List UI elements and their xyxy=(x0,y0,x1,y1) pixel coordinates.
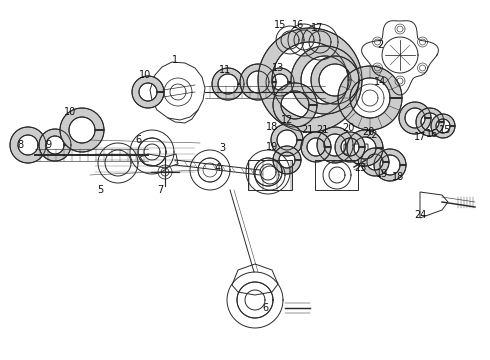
Text: 3: 3 xyxy=(219,143,225,153)
Text: 19: 19 xyxy=(266,142,278,152)
Text: 15: 15 xyxy=(274,20,286,30)
Polygon shape xyxy=(291,46,359,114)
Polygon shape xyxy=(271,124,303,156)
Text: 24: 24 xyxy=(414,210,426,220)
Polygon shape xyxy=(258,28,362,132)
Text: 14: 14 xyxy=(374,77,386,87)
Text: 16: 16 xyxy=(292,20,304,30)
Text: 20: 20 xyxy=(362,127,374,137)
Text: 12: 12 xyxy=(281,115,293,125)
Polygon shape xyxy=(240,64,276,100)
Polygon shape xyxy=(335,132,365,162)
Polygon shape xyxy=(317,127,353,163)
Text: 4: 4 xyxy=(215,163,221,173)
Text: 11: 11 xyxy=(219,65,231,75)
Polygon shape xyxy=(60,108,104,152)
Polygon shape xyxy=(132,76,164,108)
Text: 10: 10 xyxy=(139,70,151,80)
Polygon shape xyxy=(273,83,317,127)
Polygon shape xyxy=(374,149,406,181)
Text: 7: 7 xyxy=(157,185,163,195)
Text: 1: 1 xyxy=(172,55,178,65)
Polygon shape xyxy=(431,114,455,138)
Polygon shape xyxy=(361,148,389,176)
Text: 20: 20 xyxy=(342,123,354,133)
Polygon shape xyxy=(301,132,331,162)
Text: 19: 19 xyxy=(376,169,388,179)
Text: 5: 5 xyxy=(97,185,103,195)
Polygon shape xyxy=(212,68,244,100)
Text: 16: 16 xyxy=(426,129,438,139)
Text: 8: 8 xyxy=(17,140,23,150)
Text: 23: 23 xyxy=(354,163,366,173)
Text: 17: 17 xyxy=(414,132,426,142)
Polygon shape xyxy=(311,56,359,104)
Polygon shape xyxy=(39,129,71,161)
Text: 9: 9 xyxy=(45,140,51,150)
Text: 21: 21 xyxy=(316,125,328,135)
Polygon shape xyxy=(266,68,294,96)
Polygon shape xyxy=(416,108,444,136)
Polygon shape xyxy=(10,127,46,163)
Text: 13: 13 xyxy=(272,63,284,73)
Polygon shape xyxy=(273,146,301,174)
Polygon shape xyxy=(338,66,402,130)
Text: 6: 6 xyxy=(135,135,141,145)
Text: 21: 21 xyxy=(301,125,313,135)
Text: 2: 2 xyxy=(377,40,383,50)
Text: 6: 6 xyxy=(262,303,268,313)
Text: 22: 22 xyxy=(366,130,378,140)
Polygon shape xyxy=(347,130,383,166)
Text: 10: 10 xyxy=(64,107,76,117)
Polygon shape xyxy=(399,102,431,134)
Text: 18: 18 xyxy=(266,122,278,132)
Text: 17: 17 xyxy=(311,23,323,33)
Text: 15: 15 xyxy=(439,125,451,135)
Text: 18: 18 xyxy=(392,172,404,182)
